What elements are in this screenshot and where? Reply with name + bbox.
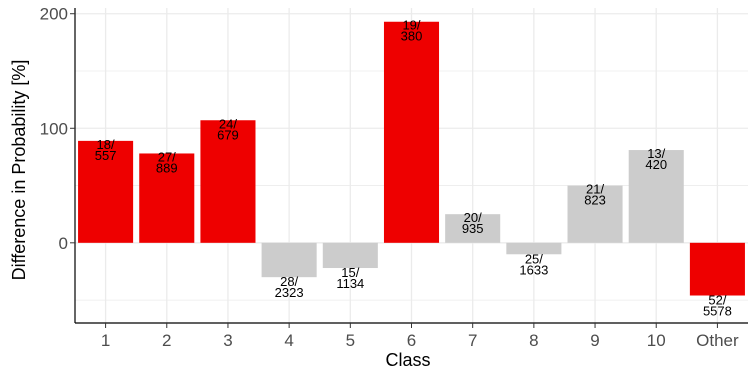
data-label: 15/1134 xyxy=(336,265,364,291)
y-tick-label: 200 xyxy=(40,5,68,24)
data-label: 52/5578 xyxy=(703,293,732,319)
data-label: 24/679 xyxy=(217,116,239,142)
x-tick-label: 6 xyxy=(407,331,416,350)
data-label: 27/889 xyxy=(156,149,178,175)
x-tick-label: 5 xyxy=(346,331,355,350)
bar-10 xyxy=(628,150,684,243)
y-tick-label: 100 xyxy=(40,119,68,138)
bar-7 xyxy=(445,214,501,243)
bar-5 xyxy=(322,242,378,269)
x-tick-label: 7 xyxy=(468,331,477,350)
bar-2 xyxy=(139,153,195,243)
data-label: 20/935 xyxy=(462,210,484,236)
data-label: 28/2323 xyxy=(275,274,304,300)
data-label: 25/1633 xyxy=(519,251,548,277)
bar-3 xyxy=(200,120,256,243)
x-tick-label: 1 xyxy=(101,331,110,350)
bar-6 xyxy=(383,21,440,243)
x-tick-label: 3 xyxy=(223,331,232,350)
bar-other xyxy=(689,242,745,296)
data-label: 19/380 xyxy=(401,18,423,44)
x-tick-label: Other xyxy=(696,331,739,350)
y-axis-title: Difference in Probability [%] xyxy=(9,60,29,281)
x-tick-label: 4 xyxy=(284,331,293,350)
bar-4 xyxy=(261,242,317,278)
bar-9 xyxy=(567,185,623,243)
x-tick-label: 8 xyxy=(529,331,538,350)
bar-1 xyxy=(78,140,134,243)
data-label: 18/557 xyxy=(95,137,117,163)
bars xyxy=(78,21,745,296)
y-tick-label: 0 xyxy=(59,234,68,253)
data-label: 13/420 xyxy=(645,146,667,172)
x-axis-ticks: 1 2 3 4 5 6 7 8 9 10 Other xyxy=(101,323,739,350)
x-axis-title: Class xyxy=(385,350,430,370)
data-label: 21/823 xyxy=(584,182,606,208)
y-axis-ticks: 0 100 200 xyxy=(40,5,75,253)
bar-8 xyxy=(506,242,562,255)
x-tick-label: 10 xyxy=(647,331,666,350)
x-tick-label: 9 xyxy=(590,331,599,350)
x-tick-label: 2 xyxy=(162,331,171,350)
data-labels: 18/557 27/889 24/679 28/2323 15/1134 19/380 20… xyxy=(95,18,732,319)
